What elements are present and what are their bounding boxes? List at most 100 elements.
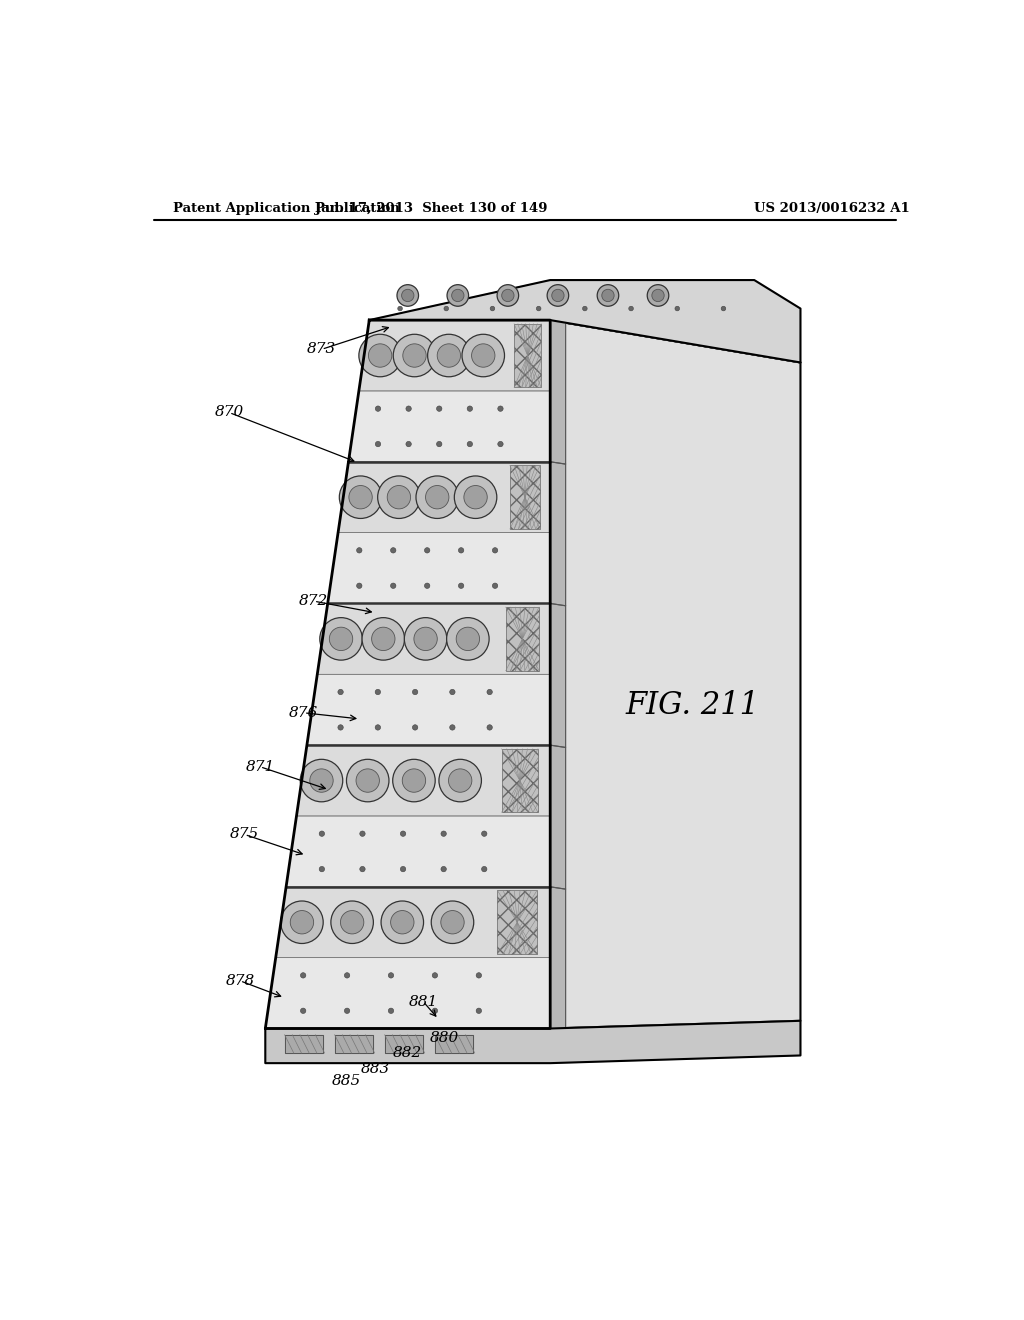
Text: Jan. 17, 2013  Sheet 130 of 149: Jan. 17, 2013 Sheet 130 of 149	[314, 202, 547, 215]
Polygon shape	[335, 1035, 373, 1053]
Circle shape	[416, 477, 459, 519]
Circle shape	[375, 689, 381, 694]
Circle shape	[583, 306, 587, 312]
Circle shape	[497, 285, 518, 306]
Circle shape	[300, 973, 306, 978]
Circle shape	[447, 285, 469, 306]
Circle shape	[402, 768, 426, 792]
Circle shape	[346, 759, 389, 801]
Circle shape	[476, 1008, 481, 1014]
Polygon shape	[297, 744, 550, 816]
Text: 873: 873	[307, 342, 336, 356]
Circle shape	[455, 477, 497, 519]
Circle shape	[452, 289, 464, 302]
Circle shape	[400, 866, 406, 871]
Circle shape	[450, 689, 455, 694]
Circle shape	[319, 866, 325, 871]
Polygon shape	[338, 462, 550, 533]
Polygon shape	[265, 958, 550, 1028]
Polygon shape	[435, 1035, 473, 1053]
Circle shape	[498, 441, 503, 446]
Circle shape	[487, 689, 493, 694]
Circle shape	[359, 866, 366, 871]
Circle shape	[378, 477, 420, 519]
Polygon shape	[385, 1035, 423, 1053]
Polygon shape	[307, 603, 550, 744]
Polygon shape	[275, 887, 550, 958]
Circle shape	[404, 618, 446, 660]
Circle shape	[467, 407, 472, 412]
Circle shape	[459, 583, 464, 589]
Polygon shape	[370, 296, 801, 363]
Circle shape	[502, 289, 514, 302]
Polygon shape	[370, 280, 801, 363]
Circle shape	[406, 407, 412, 412]
Circle shape	[349, 486, 373, 510]
Circle shape	[310, 768, 333, 792]
Polygon shape	[317, 603, 550, 675]
Polygon shape	[286, 816, 550, 887]
Circle shape	[441, 832, 446, 837]
Text: 881: 881	[409, 994, 438, 1008]
Circle shape	[381, 902, 424, 944]
Circle shape	[362, 618, 404, 660]
Polygon shape	[307, 675, 550, 744]
Circle shape	[425, 583, 430, 589]
Circle shape	[432, 1008, 437, 1014]
Circle shape	[441, 866, 446, 871]
Circle shape	[462, 334, 505, 376]
Circle shape	[300, 759, 343, 801]
Bar	[502, 748, 538, 812]
Polygon shape	[550, 321, 801, 1028]
Circle shape	[356, 548, 361, 553]
Circle shape	[425, 548, 430, 553]
Circle shape	[537, 306, 541, 312]
Circle shape	[432, 973, 437, 978]
Circle shape	[493, 583, 498, 589]
Circle shape	[339, 477, 382, 519]
Text: 870: 870	[214, 405, 244, 420]
Circle shape	[397, 306, 402, 312]
Text: 872: 872	[299, 594, 329, 609]
Circle shape	[330, 627, 352, 651]
Bar	[506, 607, 539, 671]
Circle shape	[387, 486, 411, 510]
Circle shape	[388, 973, 393, 978]
Circle shape	[356, 768, 380, 792]
Circle shape	[344, 1008, 350, 1014]
Circle shape	[406, 441, 412, 446]
Text: 878: 878	[225, 974, 255, 987]
Circle shape	[400, 832, 406, 837]
Circle shape	[397, 285, 419, 306]
Circle shape	[552, 289, 564, 302]
Circle shape	[652, 289, 665, 302]
Circle shape	[358, 334, 401, 376]
Circle shape	[428, 334, 470, 376]
Bar	[514, 323, 541, 387]
Circle shape	[437, 343, 461, 367]
Circle shape	[459, 548, 464, 553]
Circle shape	[356, 583, 361, 589]
Circle shape	[439, 759, 481, 801]
Circle shape	[481, 866, 487, 871]
Circle shape	[490, 306, 495, 312]
Text: 885: 885	[332, 1074, 360, 1088]
Circle shape	[675, 306, 680, 312]
Circle shape	[340, 911, 364, 935]
Circle shape	[281, 902, 324, 944]
Text: 871: 871	[246, 760, 274, 774]
Circle shape	[376, 407, 381, 412]
Bar	[510, 466, 540, 529]
Polygon shape	[550, 462, 565, 606]
Circle shape	[456, 627, 479, 651]
Circle shape	[464, 486, 487, 510]
Circle shape	[331, 902, 374, 944]
Circle shape	[392, 759, 435, 801]
Circle shape	[372, 627, 395, 651]
Circle shape	[359, 832, 366, 837]
Polygon shape	[265, 887, 550, 1028]
Circle shape	[487, 725, 493, 730]
Polygon shape	[328, 462, 550, 603]
Circle shape	[376, 441, 381, 446]
Circle shape	[290, 911, 313, 935]
